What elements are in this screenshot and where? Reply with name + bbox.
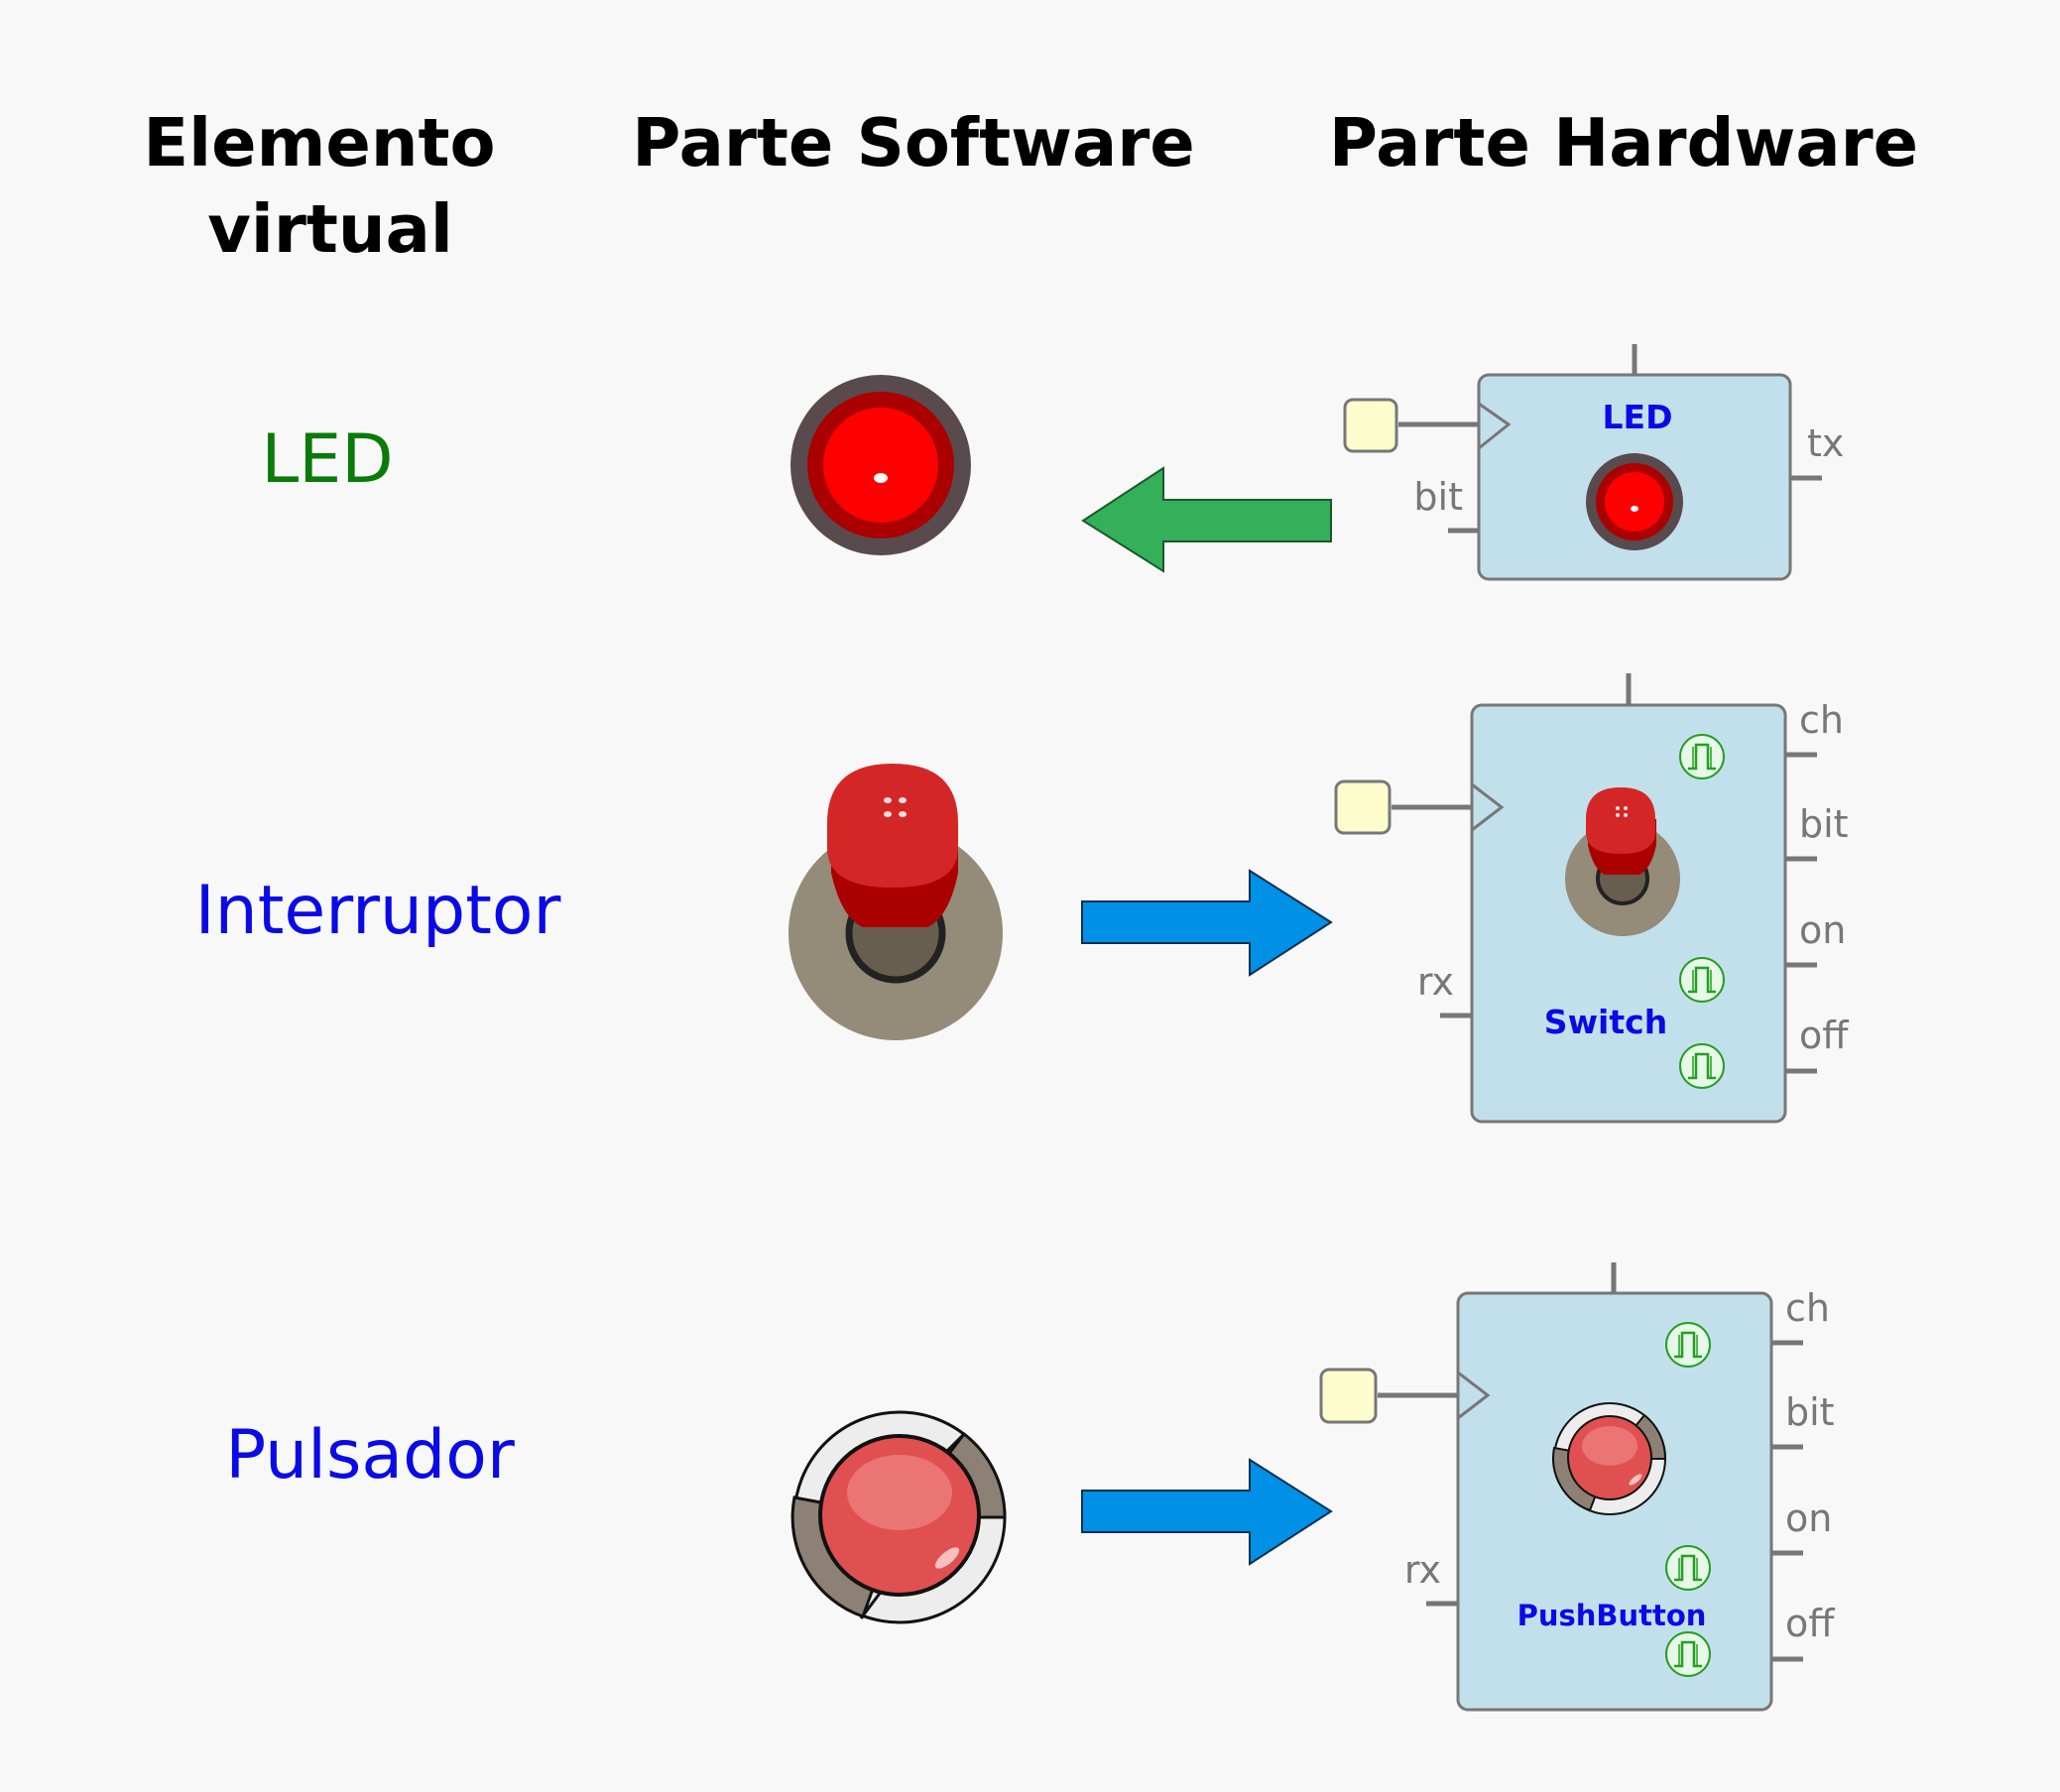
- pin-label-ch: ch: [1785, 1286, 1830, 1330]
- data-flow-arrow-switch: [1081, 869, 1333, 977]
- data-flow-arrow-pushbutton: [1081, 1458, 1333, 1566]
- header-element-virtual-line1: Elemento: [143, 104, 495, 181]
- pin-label-rx: rx: [1404, 1548, 1441, 1592]
- pulse-icon: [1664, 1630, 1712, 1678]
- pulse-icon: [1664, 1321, 1712, 1369]
- pin-label-on: on: [1785, 1496, 1832, 1540]
- row-label-interruptor: Interruptor: [195, 872, 561, 950]
- block-title-led: LED: [1603, 398, 1673, 436]
- led-icon: [1586, 453, 1683, 550]
- row-label-pulsador: Pulsador: [225, 1416, 515, 1494]
- pin-label-tx: tx: [1807, 421, 1844, 465]
- pulse-icon: [1664, 1544, 1712, 1592]
- hardware-block-led[interactable]: bit tx LED: [1343, 344, 1844, 581]
- header-element-virtual-line2: virtual: [207, 190, 453, 268]
- row-label-led: LED: [261, 420, 393, 499]
- pin-label-ch: ch: [1799, 698, 1844, 742]
- pin-label-rx: rx: [1417, 960, 1454, 1004]
- clock-triangle-icon: [1457, 1371, 1491, 1420]
- toggle-switch-icon[interactable]: [788, 764, 1003, 1040]
- clock-triangle-icon: [1471, 782, 1505, 832]
- input-port[interactable]: [1319, 1368, 1378, 1424]
- pin-label-off: off: [1785, 1602, 1835, 1645]
- header-hardware: Parte Hardware: [1329, 104, 1918, 181]
- pin-label-bit: bit: [1799, 802, 1849, 846]
- push-button-icon[interactable]: [790, 1410, 1007, 1624]
- input-port[interactable]: [1334, 779, 1392, 835]
- pin-label-off: off: [1799, 1014, 1849, 1057]
- led-icon[interactable]: [790, 375, 971, 555]
- pulse-icon: [1678, 733, 1726, 780]
- input-port[interactable]: [1343, 398, 1398, 453]
- data-flow-arrow-led: [1081, 466, 1332, 573]
- pin-label-on: on: [1799, 908, 1846, 952]
- hardware-block-switch[interactable]: rx ch bit on off Switch: [1334, 673, 1849, 1124]
- hardware-block-pushbutton[interactable]: rx ch bit on off PushButton: [1319, 1262, 1835, 1712]
- clock-triangle-icon: [1478, 402, 1512, 450]
- pulse-icon: [1678, 1042, 1726, 1090]
- pulse-icon: [1678, 956, 1726, 1004]
- toggle-switch-icon: [1565, 787, 1680, 936]
- push-button-icon: [1552, 1402, 1667, 1515]
- block-title-switch: Switch: [1544, 1003, 1667, 1041]
- pin-label-bit: bit: [1413, 475, 1463, 519]
- pin-label-bit: bit: [1785, 1390, 1835, 1434]
- block-title-pushbutton: PushButton: [1517, 1599, 1707, 1632]
- header-software: Parte Software: [632, 104, 1194, 181]
